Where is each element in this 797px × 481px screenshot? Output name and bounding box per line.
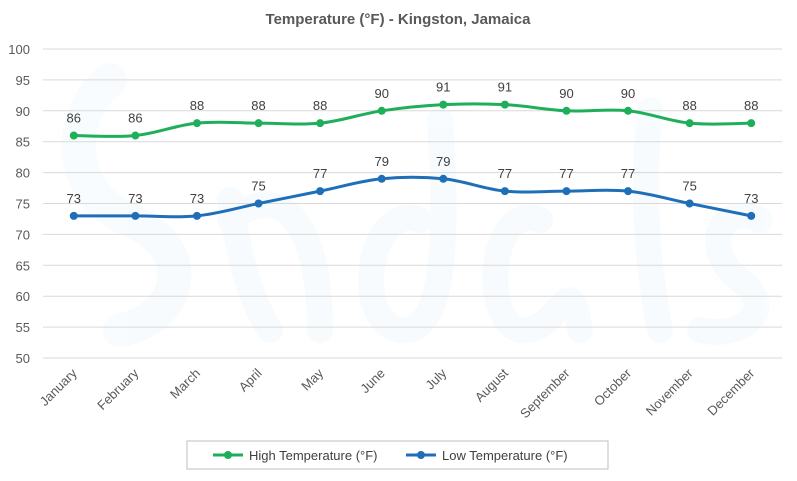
data-point xyxy=(562,187,571,196)
watermark xyxy=(61,63,773,347)
legend: High Temperature (°F) Low Temperature (°… xyxy=(186,440,609,470)
y-tick-label: 70 xyxy=(16,227,30,242)
series-line-1 xyxy=(73,175,752,219)
data-label: 90 xyxy=(559,86,573,101)
legend-low-marker xyxy=(417,451,425,459)
data-label: 91 xyxy=(436,80,450,95)
data-point xyxy=(747,211,756,220)
data-point xyxy=(254,199,263,208)
x-tick-label: December xyxy=(704,365,757,418)
data-label: 75 xyxy=(251,179,265,194)
data-label: 88 xyxy=(744,98,758,113)
x-tick-label: August xyxy=(472,365,511,404)
y-tick-label: 90 xyxy=(16,104,30,119)
x-tick-label: March xyxy=(167,366,203,402)
data-point xyxy=(192,211,201,220)
legend-box xyxy=(186,440,609,470)
data-label: 79 xyxy=(436,154,450,169)
data-point xyxy=(624,106,633,115)
data-label: 77 xyxy=(559,166,573,181)
data-point xyxy=(624,187,633,196)
x-tick-label: May xyxy=(298,365,326,393)
x-tick-label: January xyxy=(37,365,81,409)
data-point xyxy=(192,119,201,128)
data-label: 88 xyxy=(682,98,696,113)
legend-high-marker xyxy=(224,451,232,459)
x-tick-label: September xyxy=(517,365,573,421)
data-label: 91 xyxy=(498,80,512,95)
series-1 xyxy=(69,174,756,220)
data-point xyxy=(254,119,263,128)
data-label: 75 xyxy=(682,179,696,194)
data-point xyxy=(439,100,448,109)
data-label: 90 xyxy=(374,86,388,101)
data-label: 79 xyxy=(374,154,388,169)
data-point xyxy=(685,119,694,128)
y-tick-label: 95 xyxy=(16,73,30,88)
y-tick-label: 65 xyxy=(16,258,30,273)
data-point xyxy=(377,106,386,115)
data-label: 77 xyxy=(313,166,327,181)
data-point xyxy=(562,106,571,115)
y-tick-label: 55 xyxy=(16,320,30,335)
data-point xyxy=(69,211,78,220)
chart-title: Temperature (°F) - Kingston, Jamaica xyxy=(266,11,532,28)
data-label: 90 xyxy=(621,86,635,101)
data-label: 88 xyxy=(313,98,327,113)
data-point xyxy=(131,211,140,220)
data-point xyxy=(747,119,756,128)
x-tick-label: June xyxy=(357,366,388,397)
x-tick-label: April xyxy=(236,365,265,394)
data-point xyxy=(439,174,448,183)
data-label: 86 xyxy=(67,111,81,126)
gridlines xyxy=(43,48,782,359)
data-point xyxy=(685,199,694,208)
x-tick-label: November xyxy=(643,365,696,418)
legend-item-high: High Temperature (°F) xyxy=(213,448,378,463)
legend-item-low: Low Temperature (°F) xyxy=(406,448,568,463)
data-point xyxy=(131,131,140,140)
data-label: 73 xyxy=(67,191,81,206)
y-tick-label: 100 xyxy=(8,42,30,57)
data-label: 73 xyxy=(744,191,758,206)
y-tick-label: 50 xyxy=(16,351,30,366)
data-point xyxy=(316,119,325,128)
y-tick-label: 75 xyxy=(16,197,30,212)
data-point xyxy=(500,100,509,109)
data-label: 77 xyxy=(498,166,512,181)
data-point xyxy=(500,187,509,196)
data-point xyxy=(316,187,325,196)
data-label: 88 xyxy=(190,98,204,113)
data-label: 88 xyxy=(251,98,265,113)
x-axis: January February March April May June July Augu… xyxy=(37,365,758,421)
series-layer xyxy=(69,100,756,220)
y-tick-label: 80 xyxy=(16,166,30,181)
data-labels: 86 86 88 88 88 90 91 91 90 90 88 88 73 73 73 75 77 79 79 77… xyxy=(67,80,759,206)
series-0 xyxy=(69,100,756,140)
data-point xyxy=(377,174,386,183)
data-label: 73 xyxy=(128,191,142,206)
x-tick-label: October xyxy=(591,365,635,409)
y-tick-label: 85 xyxy=(16,135,30,150)
x-tick-label: July xyxy=(422,365,449,392)
data-label: 73 xyxy=(190,191,204,206)
series-line-0 xyxy=(73,102,752,138)
data-point xyxy=(69,131,78,140)
legend-high-label: High Temperature (°F) xyxy=(249,448,378,463)
x-tick-label: February xyxy=(94,365,142,413)
data-label: 77 xyxy=(621,166,635,181)
legend-low-label: Low Temperature (°F) xyxy=(442,448,568,463)
y-axis: 50 55 60 65 70 75 80 85 90 95 100 xyxy=(8,42,30,366)
y-tick-label: 60 xyxy=(16,289,30,304)
data-label: 86 xyxy=(128,111,142,126)
